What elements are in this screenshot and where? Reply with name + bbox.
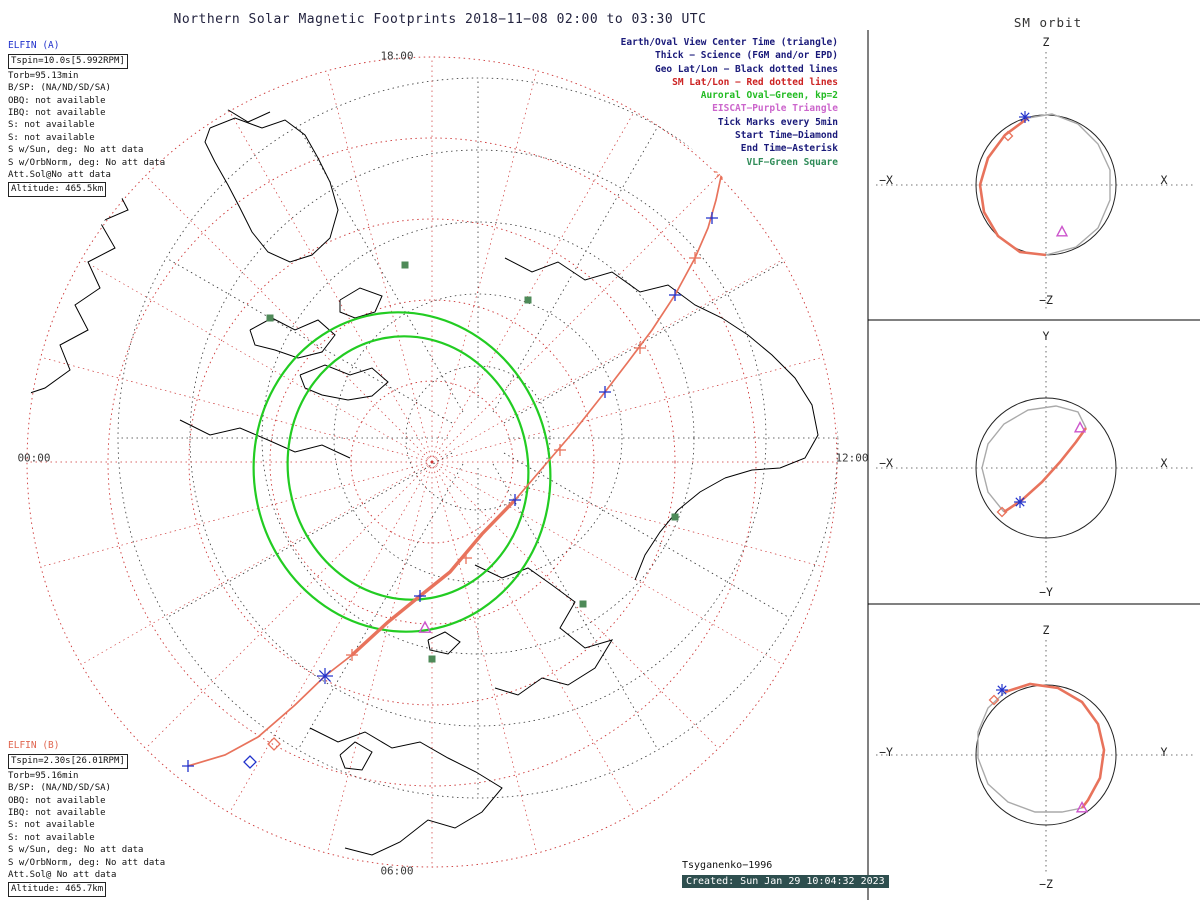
axis-label: X: [1160, 173, 1168, 187]
elfin-a-info: ELFIN (A) Tspin=10.0s[5.992RPM] Torb=95.1…: [8, 40, 165, 198]
legend-item: SM Lat/Lon − Red dotted lines: [672, 76, 838, 88]
axis-label: −Z: [1039, 877, 1053, 891]
legend-item: Geo Lat/Lon − Black dotted lines: [654, 63, 838, 75]
legend-item: Earth/Oval View Center Time (triangle): [620, 37, 838, 48]
elfin-b-info: ELFIN (B) Tspin=2.30s[26.01RPM] Torb=95.1…: [8, 740, 165, 898]
elfin-a-info-line: OBQ: not available: [8, 95, 106, 106]
elfin-b-info-line: S w/OrbNorm, deg: No att data: [8, 857, 166, 868]
axis-label: −Y: [879, 745, 893, 759]
axis-label: X: [1160, 456, 1168, 470]
elfin-a-info-line: S: not available: [8, 120, 95, 131]
sm-orbit-title: SM orbit: [1013, 15, 1083, 30]
elfin-b-info-line: S: not available: [8, 832, 95, 843]
clock-label: 18:00: [380, 49, 414, 63]
legend-item: End Time−Asterisk: [740, 143, 838, 155]
elfin-b-info-line: S w/Sun, deg: No att data: [8, 845, 144, 856]
elfin-a-info-line: Att.Sol@No att data: [8, 170, 111, 181]
clock-label: 06:00: [380, 864, 414, 878]
legend-item: EISCAT−Purple Triangle: [712, 103, 838, 115]
elfin-b-info-line: Tspin=2.30s[26.01RPM]: [8, 753, 165, 769]
axis-label: −Z: [1039, 293, 1053, 307]
axis-label: Y: [1042, 329, 1050, 343]
model-label: Tsyganenko−1996: [682, 860, 773, 871]
elfin-a-header: ELFIN (A): [8, 40, 60, 51]
elfin-a-info-line: S w/OrbNorm, deg: No att data: [8, 157, 166, 168]
elfin-b-info-line: IBQ: not available: [8, 808, 106, 819]
axis-label: −X: [879, 456, 893, 470]
elfin-a-info-line: Altitude: 465.5km: [8, 181, 165, 197]
elfin-b-info-line: OBQ: not available: [8, 795, 106, 806]
axis-label: Z: [1042, 623, 1050, 637]
axis-label: Z: [1042, 35, 1050, 49]
axis-label: Y: [1160, 745, 1168, 759]
elfin-b-info-line: S: not available: [8, 820, 95, 831]
legend-item: Thick − Science (FGM and/or EPD): [654, 50, 838, 62]
elfin-b-info-line: Altitude: 465.7km: [8, 881, 165, 897]
elfin-a-info-line: Torb=95.13min: [8, 70, 79, 81]
axis-label: −X: [879, 173, 893, 187]
elfin-a-info-line: S: not available: [8, 132, 95, 143]
elfin-b-info-line: Att.Sol@ No att data: [8, 870, 117, 881]
axis-label: −Y: [1039, 585, 1053, 599]
legend-item: Auroral Oval−Green, kp=2: [700, 90, 838, 102]
legend-item: VLF−Green Square: [746, 156, 838, 168]
elfin-a-info-line: B/SP: (NA/ND/SD/SA): [8, 83, 111, 94]
clock-label: 00:00: [17, 451, 51, 465]
elfin-a-info-line: IBQ: not available: [8, 108, 106, 119]
legend-item: Tick Marks every 5min: [717, 116, 838, 128]
plot-title: Northern Solar Magnetic Footprints 2018−…: [173, 12, 707, 27]
elfin-b-info-line: B/SP: (NA/ND/SD/SA): [8, 783, 111, 794]
elfin-a-info-line: Tspin=10.0s[5.992RPM]: [8, 53, 165, 69]
elfin-a-info-line: S w/Sun, deg: No att data: [8, 145, 144, 156]
elfin-b-header: ELFIN (B): [8, 740, 60, 751]
clock-label: 12:00: [835, 451, 869, 465]
created-timestamp: Created: Sun Jan 29 10:04:32 2023: [682, 875, 889, 888]
legend: Earth/Oval View Center Time (triangle) Th…: [621, 36, 838, 169]
legend-item: Start Time−Diamond: [735, 130, 838, 142]
elfin-b-info-line: Torb=95.16min: [8, 770, 79, 781]
